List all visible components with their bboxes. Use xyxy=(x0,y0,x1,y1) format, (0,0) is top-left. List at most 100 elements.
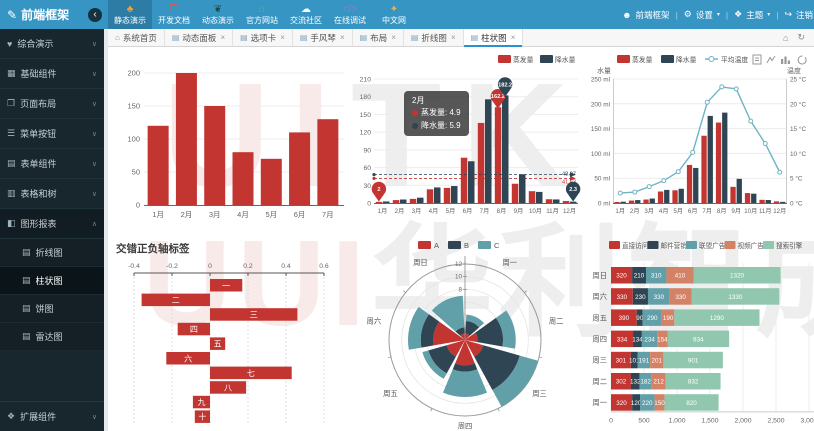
svg-text:A: A xyxy=(434,241,439,250)
sidebar-item-menu-buttons[interactable]: ☰ 菜单按钮 ∨ xyxy=(0,119,104,149)
close-icon[interactable]: × xyxy=(510,33,516,42)
sidebar-subitem-radar-chart[interactable]: ▤ 雷达图 xyxy=(0,323,104,351)
tab-layout[interactable]: ▤ 布局 × xyxy=(353,29,404,46)
nav-item-official-site[interactable]: ⌂ 官方网站 xyxy=(246,3,278,25)
svg-text:9月: 9月 xyxy=(514,208,524,215)
close-icon[interactable]: × xyxy=(220,33,226,42)
svg-text:330: 330 xyxy=(654,294,665,301)
svg-text:210: 210 xyxy=(634,273,645,280)
refresh-icon[interactable]: ↻ xyxy=(797,32,805,42)
svg-text:832: 832 xyxy=(688,379,699,386)
svg-text:90: 90 xyxy=(636,315,644,322)
svg-text:蒸发量: 蒸发量 xyxy=(513,55,534,64)
chevron-down-icon: ∨ xyxy=(91,160,97,168)
svg-text:3月: 3月 xyxy=(209,210,221,219)
tab-accordion[interactable]: ▤ 手风琴 × xyxy=(293,29,353,46)
close-icon[interactable]: × xyxy=(339,33,345,42)
close-icon[interactable]: × xyxy=(450,33,456,42)
sidebar-item-table-and-tree[interactable]: ▥ 表格和树 ∨ xyxy=(0,179,104,209)
chart-mixed-line-bar[interactable]: 蒸发量 降水量 平均温度 水量 温度 0 ml 0 °C 50 ml 5 °C 100 ml 10 … xyxy=(581,51,814,229)
svg-text:301: 301 xyxy=(616,357,627,364)
svg-text:30: 30 xyxy=(363,183,371,190)
chart-rainfall-bar[interactable]: 0 30 60 90 120 150 180 210 蒸发量 降水量 41.63 48.07 1月 2月 3… xyxy=(348,51,582,229)
nav-item-community[interactable]: ☁ 交流社区 xyxy=(290,3,322,25)
sidebar-collapse-button[interactable]: ‹ xyxy=(88,7,102,22)
sidebar-item-form-components[interactable]: ▤ 表单组件 ∨ xyxy=(0,149,104,179)
theme-menu[interactable]: 主题 xyxy=(746,9,764,20)
svg-text:一: 一 xyxy=(222,281,230,290)
svg-text:2: 2 xyxy=(377,187,380,193)
svg-text:九: 九 xyxy=(197,398,205,407)
chart-stacked-horizontal[interactable]: 直接访问 邮件营销 联盟广告 视频广告 搜索引擎 0 500 1,000 1,500 2,000 2… xyxy=(581,237,814,429)
settings-menu[interactable]: 设置 xyxy=(695,9,713,20)
svg-text:150: 150 xyxy=(127,102,140,111)
tab-line-chart[interactable]: ▤ 折线图 × xyxy=(404,29,464,46)
svg-text:0 °C: 0 °C xyxy=(790,200,803,208)
demo-overview-icon: ♥ xyxy=(7,38,13,49)
theme-icon: ❖ xyxy=(734,9,743,19)
chart-negative-bar[interactable]: 交错正负轴标签 -0.4 -0.2 0 0.2 0.4 0.6 一二三四五六七八九十 xyxy=(112,237,348,429)
tab-bar-chart[interactable]: ▤ 柱状图 × xyxy=(463,29,524,47)
sidebar-subitem-line-chart[interactable]: ▤ 折线图 xyxy=(0,239,104,267)
svg-text:水量: 水量 xyxy=(597,66,611,75)
svg-text:190: 190 xyxy=(663,315,674,322)
svg-text:6月: 6月 xyxy=(294,210,306,219)
svg-text:0: 0 xyxy=(136,201,140,210)
chart-monthly-bar[interactable]: 0 50 100 150 200 1月 2月 3月 4月 5月 6月 7月 xyxy=(116,57,348,229)
svg-text:降水量: 降水量 xyxy=(676,55,697,64)
community-icon: ☁ xyxy=(301,3,311,15)
svg-text:-0.2: -0.2 xyxy=(166,263,178,270)
divider: | xyxy=(675,9,678,20)
svg-text:直接访问: 直接访问 xyxy=(622,241,648,250)
svg-text:周三: 周三 xyxy=(592,356,607,365)
chevron-down-icon: ∨ xyxy=(91,40,97,48)
home-icon[interactable]: ⌂ xyxy=(783,32,789,43)
nav-item-dynamic-demo[interactable]: ❦ 动态演示 xyxy=(202,3,234,25)
chart-polar-stacked[interactable]: A B C 周一 周二 周三 周四 周五 周六 周日 8 10 12 xyxy=(348,237,582,429)
sidebar-item-page-layout[interactable]: ❐ 页面布局 ∨ xyxy=(0,89,104,119)
tab-tab-panel[interactable]: ▤ 选项卡 × xyxy=(233,29,293,46)
svg-text:周四: 周四 xyxy=(592,334,607,343)
sidebar-scrollbar[interactable] xyxy=(104,29,108,431)
svg-text:C: C xyxy=(494,241,500,250)
nav-item-chinese-site[interactable]: ✦ 中文网 xyxy=(382,3,406,25)
svg-text:10月: 10月 xyxy=(744,208,757,215)
sidebar-subitem-pie-chart[interactable]: ▤ 饼图 xyxy=(0,295,104,323)
svg-text:周一: 周一 xyxy=(592,398,607,407)
svg-text:2月: 2月 xyxy=(630,208,640,215)
sidebar-subitem-bar-chart[interactable]: ▤ 柱状图 xyxy=(0,267,104,295)
sidebar-item-chart-reports[interactable]: ◧ 图形报表 ∧ xyxy=(0,209,104,239)
svg-text:7月: 7月 xyxy=(702,208,712,215)
svg-text:周二: 周二 xyxy=(549,316,564,325)
svg-text:5月: 5月 xyxy=(673,208,683,215)
sidebar-item-extension-components[interactable]: ❖ 扩展组件 ∨ xyxy=(0,401,104,431)
logout-button[interactable]: 注销 xyxy=(795,9,813,20)
user-name[interactable]: 前端框架 xyxy=(635,9,670,20)
svg-text:周六: 周六 xyxy=(592,292,607,301)
svg-text:周三: 周三 xyxy=(532,389,547,398)
basic-components-icon: ▦ xyxy=(7,68,16,78)
tab-home[interactable]: ⌂ 系统首页 xyxy=(108,29,165,46)
line-chart-icon: ▤ xyxy=(22,247,31,257)
form-components-icon: ▤ xyxy=(7,158,16,168)
close-icon[interactable]: × xyxy=(280,33,285,42)
document-icon: ▤ xyxy=(359,33,368,42)
sidebar-item-basic-components[interactable]: ▦ 基础组件 ∨ xyxy=(0,59,104,89)
tab-dynamic-panel[interactable]: ▤ 动态面板 × xyxy=(165,29,234,46)
svg-text:60: 60 xyxy=(363,165,371,172)
gear-icon: ⚙ xyxy=(683,9,692,19)
svg-text:温度: 温度 xyxy=(787,66,801,75)
sidebar-item-demo-overview[interactable]: ♥ 综合演示 ∨ xyxy=(0,29,104,59)
table-and-tree-icon: ▥ xyxy=(7,188,16,198)
nav-item-static-demo[interactable]: ♣ 静态演示 xyxy=(108,0,152,29)
nav-item-online-debug[interactable]: </> 在线调试 xyxy=(334,3,366,25)
chinese-site-icon: ✦ xyxy=(389,3,399,15)
svg-text:5月: 5月 xyxy=(265,210,277,219)
svg-text:500: 500 xyxy=(638,417,650,424)
nav-item-dev-docs[interactable]: ❒ 开发文档 xyxy=(158,3,190,25)
stacked-horizontal-svg: 直接访问 邮件营销 联盟广告 视频广告 搜索引擎 0 500 1,000 1,500 2,000 2… xyxy=(592,241,814,424)
close-icon[interactable]: × xyxy=(391,33,396,42)
svg-text:302: 302 xyxy=(616,379,627,386)
